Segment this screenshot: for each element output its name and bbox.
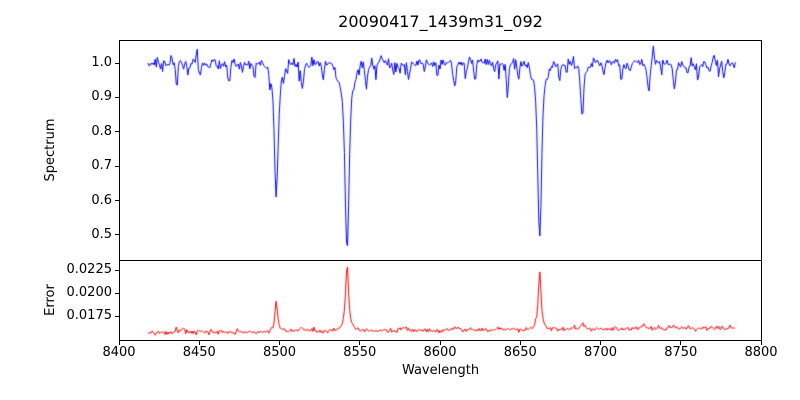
y-tick-mark bbox=[115, 292, 119, 294]
y-tick-mark bbox=[115, 200, 119, 202]
x-tick-label: 8800 bbox=[744, 345, 778, 360]
y-tick-mark bbox=[115, 165, 119, 167]
y-tick-label: 0.0200 bbox=[66, 285, 113, 301]
x-tick-mark bbox=[118, 341, 120, 345]
y-tick-mark bbox=[115, 62, 119, 64]
x-tick-label: 8650 bbox=[503, 345, 537, 360]
y-tick-mark bbox=[115, 96, 119, 98]
x-tick-mark bbox=[279, 341, 280, 345]
x-tick-mark bbox=[198, 341, 200, 345]
chart-title: 20090417_1439m31_092 bbox=[338, 12, 543, 31]
spectrum-panel bbox=[119, 40, 762, 261]
y-tick-mark bbox=[115, 315, 119, 317]
x-tick-label: 8750 bbox=[664, 345, 698, 360]
y-tick-label: 0.0225 bbox=[66, 262, 113, 278]
y-tick-label: 1.0 bbox=[91, 55, 112, 71]
x-tick-label: 8450 bbox=[182, 345, 216, 360]
error-panel bbox=[119, 260, 762, 341]
x-tick-mark bbox=[600, 341, 601, 345]
x-tick-label: 8700 bbox=[583, 345, 618, 360]
y-tick-label: 0.7 bbox=[91, 158, 112, 174]
y-tick-label: 0.8 bbox=[91, 123, 112, 139]
y-tick-mark bbox=[115, 131, 119, 133]
x-tick-label: 8500 bbox=[262, 345, 297, 360]
x-tick-mark bbox=[519, 341, 521, 345]
x-tick-mark bbox=[439, 341, 441, 345]
y-tick-label: 0.9 bbox=[91, 89, 112, 105]
y-tick-label: 0.5 bbox=[91, 226, 112, 242]
x-tick-label: 8600 bbox=[423, 345, 457, 360]
y-tick-label: 0.0175 bbox=[66, 308, 113, 324]
x-tick-mark bbox=[359, 341, 361, 345]
x-tick-label: 8550 bbox=[343, 345, 377, 360]
y-tick-mark bbox=[115, 234, 119, 236]
x-tick-mark bbox=[760, 341, 762, 345]
x-tick-mark bbox=[680, 341, 682, 345]
y-tick-mark bbox=[115, 269, 119, 271]
spectrum-y-axis-label: Spectrum bbox=[43, 118, 58, 182]
y-tick-label: 0.6 bbox=[91, 192, 112, 208]
x-axis-label: Wavelength bbox=[401, 363, 480, 378]
x-tick-label: 8400 bbox=[102, 345, 136, 360]
